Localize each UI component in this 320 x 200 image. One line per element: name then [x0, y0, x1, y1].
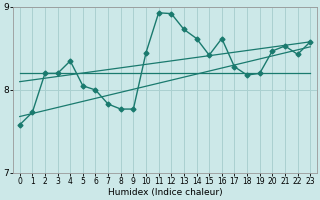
X-axis label: Humidex (Indice chaleur): Humidex (Indice chaleur) [108, 188, 222, 197]
